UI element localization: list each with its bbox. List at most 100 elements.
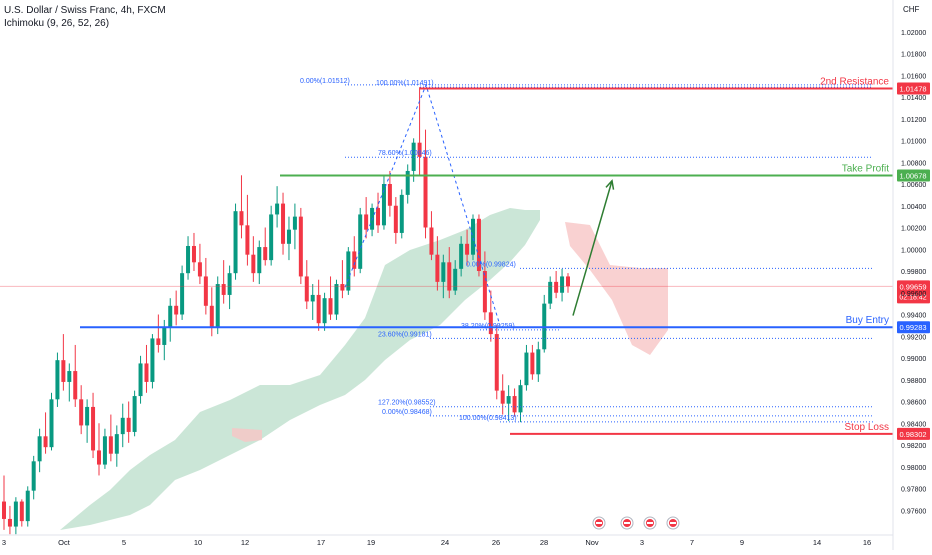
candle-body [197,262,202,277]
candle-body [281,203,286,244]
candle-body [512,396,517,413]
candle [316,279,321,331]
level-price-tag [897,321,930,334]
level-price-tag [897,427,930,440]
candle-body [257,247,262,274]
candle [393,197,398,244]
candle [364,197,369,239]
countdown-text: 02:18:42 [899,294,926,301]
chart-header: U.S. Dollar / Swiss Franc, 4h, FXCM Ichi… [4,4,166,30]
flag-stripe [624,522,630,524]
candle [43,412,48,454]
candle-body [102,436,107,465]
candle [144,344,149,393]
candle [346,247,351,295]
candle-body [548,281,553,304]
candle [269,205,274,266]
candle [286,216,291,261]
candle-body [376,207,381,226]
level-price-tag [897,82,930,95]
candle [239,175,244,239]
candle-body [61,360,66,382]
candle-body [393,205,398,233]
candle-body [186,245,191,274]
candle [376,192,381,233]
fib-label: 100.00%(1.01491) [376,80,434,87]
candle [31,455,36,500]
candle-body [221,284,226,295]
candle [233,203,238,280]
candle-body [49,399,54,448]
candle [126,401,131,443]
candle-body [209,305,214,328]
candle-body [150,338,155,382]
candle [500,374,505,415]
candle-body [13,501,18,527]
candle-body [530,352,535,375]
candle-body [399,194,404,233]
candle-body [316,294,321,324]
candle [358,207,363,274]
candle-body [191,245,196,263]
candle-body [174,305,179,315]
level-label: Take Profit [842,164,889,175]
candle [168,298,173,342]
candle-body [114,434,119,454]
candle [560,268,565,302]
candle [447,247,452,299]
candle-body [536,349,541,375]
candle-body [494,334,499,391]
candle-body [7,518,12,527]
time-tick: 17 [317,538,325,547]
candle [227,265,232,310]
price-tick: 1.00400 [901,204,926,211]
candle [73,344,78,407]
currency-label: CHF [903,5,920,14]
candle [423,129,428,239]
price-tick: 0.98400 [901,421,926,428]
candle-body [132,396,137,432]
candle-body [453,268,458,291]
candle-body [263,247,268,261]
candle [186,236,191,280]
candle [156,314,161,353]
candle [310,284,315,320]
candle [465,229,470,266]
level-price-text: 0.99283 [899,323,926,332]
price-tick: 1.00200 [901,226,926,233]
candle-body [429,227,434,255]
time-tick: 28 [540,538,548,547]
price-tick: 0.98000 [901,465,926,472]
level-label: 2nd Resistance [820,77,889,88]
candle-body [25,490,30,522]
candle-body [423,156,428,228]
time-tick: 19 [367,538,375,547]
fib-label: 127.20%(0.98552) [378,400,436,407]
candle-body [334,284,339,315]
candle [251,236,256,282]
candle [322,292,327,331]
candle-body [108,436,113,454]
candle [245,194,250,266]
level-price-text: 0.98302 [899,430,926,439]
time-tick: Nov [585,538,599,547]
candle [387,170,392,217]
candle-body [73,371,78,400]
candle-body [346,251,351,291]
candle-body [488,312,493,335]
price-levels: 2nd Resistance 1.01478 Take Profit 1.00678 B… [0,77,930,440]
candle [102,428,107,469]
indicator-label[interactable]: Ichimoku (9, 26, 52, 26) [4,18,110,29]
time-tick: 7 [690,538,694,547]
candle [494,325,499,400]
candle-body [358,214,363,269]
arrow-shaft [572,180,613,316]
candle [476,214,481,277]
projection-arrow [572,179,615,316]
candle-body [405,170,410,195]
price-tick: 1.02000 [901,30,926,37]
candle [2,475,6,530]
fib-label: 0.00%(1.01512) [300,78,350,85]
candle-body [2,501,6,519]
